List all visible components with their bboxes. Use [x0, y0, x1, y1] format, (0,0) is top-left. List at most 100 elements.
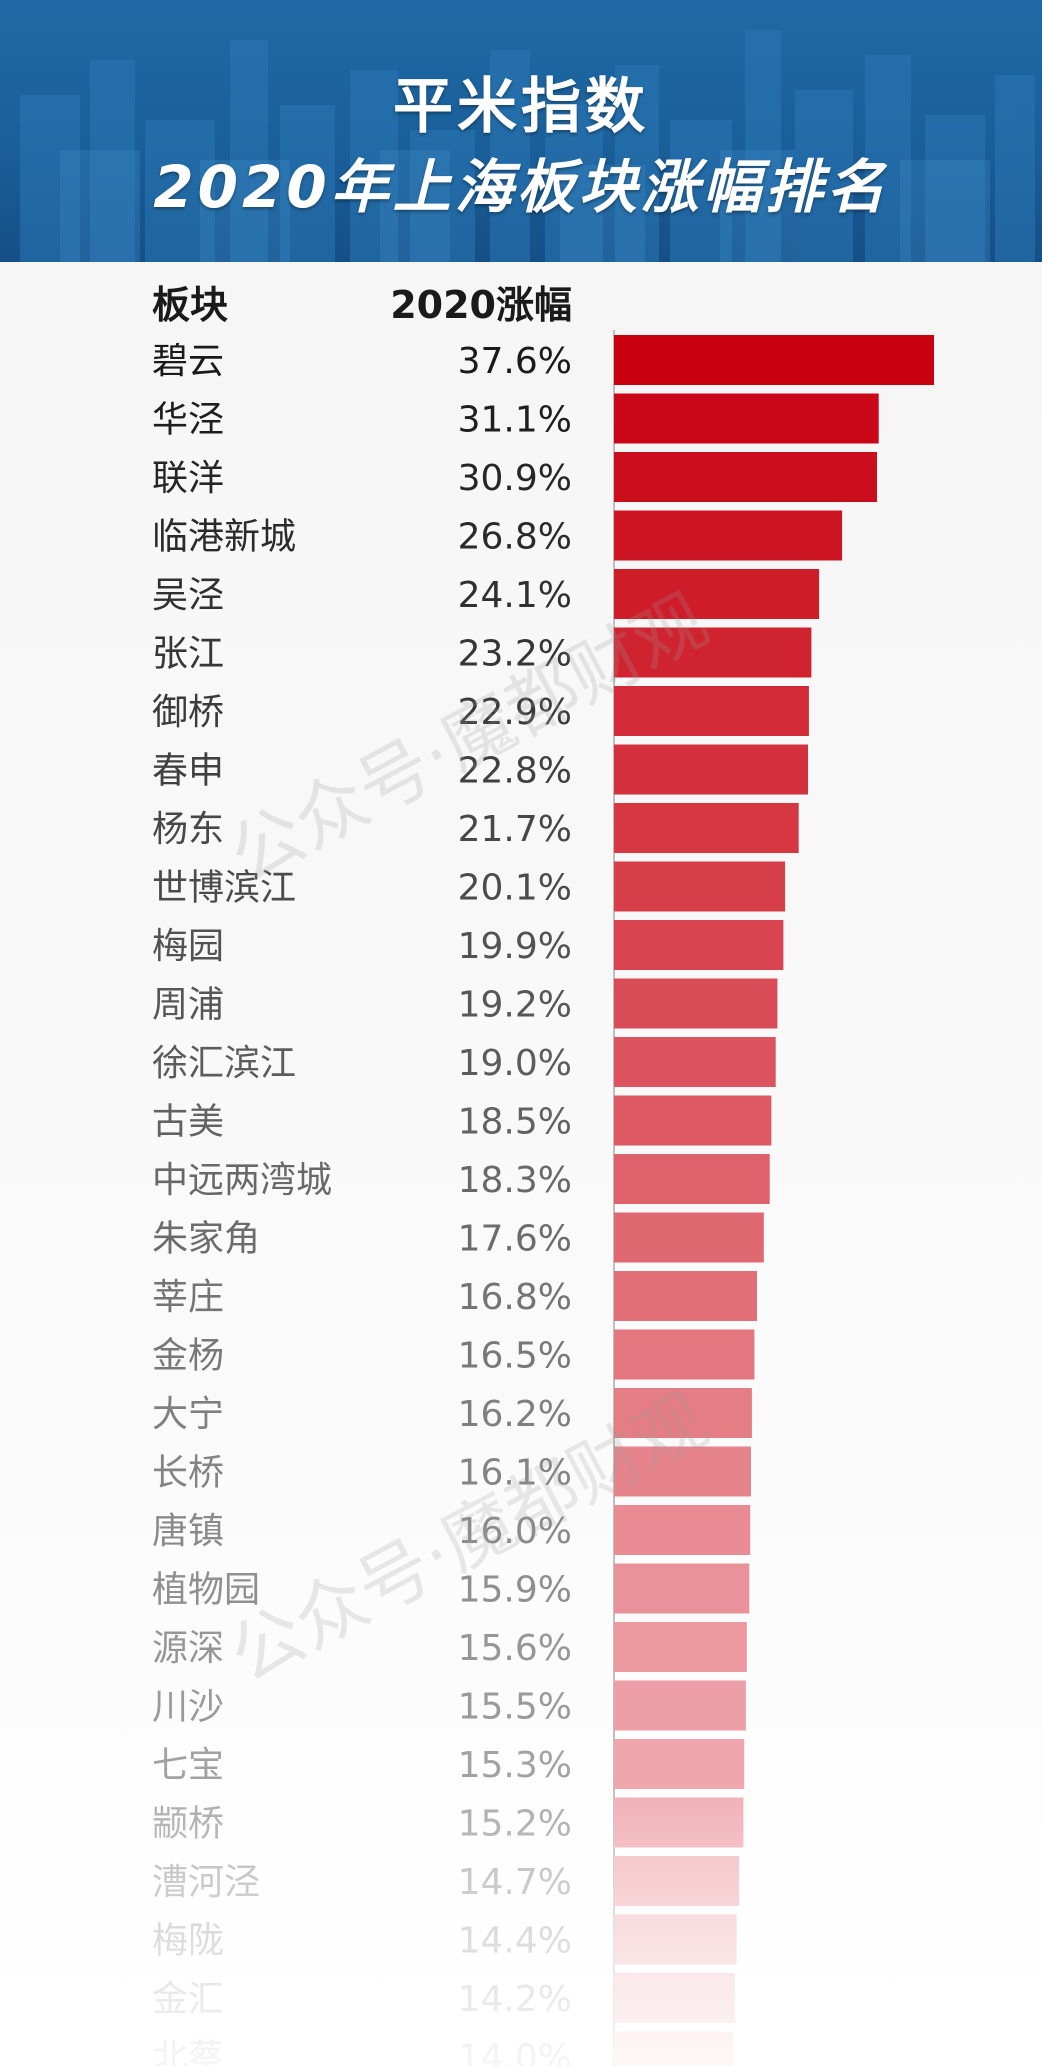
bar — [614, 1329, 755, 1380]
bar — [614, 744, 808, 795]
value-label: 14.0% — [458, 2038, 572, 2066]
bar — [614, 393, 879, 444]
bar — [614, 1856, 740, 1906]
value-label: 14.7% — [458, 1862, 572, 1903]
value-label: 16.2% — [458, 1394, 572, 1435]
category-label: 周浦 — [152, 985, 224, 1026]
bar — [614, 686, 809, 736]
category-label: 徐汇滨江 — [152, 1043, 296, 1084]
category-label: 世博滨江 — [152, 868, 296, 909]
category-label: 吴泾 — [152, 575, 224, 616]
value-label: 16.1% — [458, 1453, 572, 1494]
category-label: 金汇 — [152, 1979, 224, 2020]
category-label: 北蔡 — [152, 2038, 224, 2066]
bar — [614, 978, 778, 1029]
bar — [614, 1680, 746, 1731]
value-label: 15.6% — [458, 1628, 572, 1669]
category-label: 颛桥 — [152, 1804, 224, 1845]
category-label: 古美 — [152, 1102, 224, 1143]
value-label: 22.8% — [458, 751, 572, 792]
category-label: 御桥 — [152, 692, 224, 733]
value-label: 15.9% — [458, 1570, 572, 1611]
value-label: 18.5% — [458, 1102, 572, 1143]
category-label: 张江 — [152, 634, 224, 675]
chart-title-line2: 2020年上海板块涨幅排名 — [153, 153, 889, 221]
bar — [614, 1154, 770, 1204]
bar — [614, 335, 934, 385]
bar — [614, 510, 843, 561]
value-label: 22.9% — [458, 692, 572, 733]
value-label: 14.2% — [458, 1979, 572, 2020]
category-label: 唐镇 — [152, 1511, 224, 1552]
category-label: 金杨 — [152, 1336, 224, 1377]
value-label: 15.3% — [458, 1745, 572, 1786]
category-label: 杨东 — [152, 809, 224, 850]
value-label: 15.5% — [458, 1687, 572, 1728]
bar — [614, 569, 820, 619]
value-label: 19.2% — [458, 985, 572, 1026]
bar — [614, 1914, 737, 1965]
bar — [614, 1973, 735, 2023]
bar — [614, 861, 786, 912]
bar — [614, 1271, 757, 1321]
bar — [614, 803, 799, 853]
value-label: 31.1% — [458, 400, 572, 441]
category-label: 春申 — [152, 751, 224, 792]
category-label: 中远两湾城 — [152, 1160, 332, 1201]
value-label: 17.6% — [458, 1219, 572, 1260]
value-label: 30.9% — [458, 458, 572, 499]
category-label: 临港新城 — [152, 517, 296, 558]
bar — [614, 1622, 747, 1672]
category-label: 梅园 — [152, 926, 224, 967]
value-label: 18.3% — [458, 1160, 572, 1201]
category-label: 朱家角 — [152, 1219, 260, 1260]
value-label: 16.8% — [458, 1277, 572, 1318]
column-header-category: 板块 — [152, 283, 228, 327]
value-label: 16.5% — [458, 1336, 572, 1377]
bar — [614, 1446, 751, 1497]
value-label: 19.0% — [458, 1043, 572, 1084]
bar — [614, 1563, 750, 1614]
category-label: 华泾 — [152, 400, 224, 441]
bar — [614, 452, 877, 502]
category-label: 长桥 — [152, 1453, 224, 1494]
value-label: 21.7% — [458, 809, 572, 850]
category-label: 联洋 — [152, 458, 224, 499]
value-label: 19.9% — [458, 926, 572, 967]
chart-background — [0, 262, 1042, 2066]
value-label: 26.8% — [458, 517, 572, 558]
city-skyline-decoration — [20, 30, 1035, 262]
category-label: 七宝 — [152, 1745, 224, 1786]
category-label: 源深 — [152, 1628, 224, 1669]
header-banner: 平米指数 2020年上海板块涨幅排名 — [0, 0, 1042, 262]
category-label: 植物园 — [152, 1570, 260, 1611]
value-label: 15.2% — [458, 1804, 572, 1845]
bar — [614, 1037, 776, 1087]
category-label: 莘庄 — [152, 1277, 224, 1318]
value-label: 16.0% — [458, 1511, 572, 1552]
chart-title-line1: 平米指数 — [393, 72, 649, 142]
value-label: 37.6% — [458, 341, 572, 382]
bar — [614, 1739, 745, 1789]
bar — [614, 1095, 772, 1146]
bar — [614, 627, 812, 678]
category-label: 梅陇 — [152, 1921, 224, 1962]
column-header-value: 2020涨幅 — [390, 283, 572, 327]
bar — [614, 1505, 751, 1555]
category-label: 碧云 — [152, 341, 224, 382]
bar — [614, 920, 784, 970]
bar — [614, 1797, 744, 1848]
bar — [614, 1212, 764, 1263]
bar — [614, 1388, 752, 1438]
category-label: 川沙 — [152, 1687, 224, 1728]
bar — [614, 2031, 734, 2066]
value-label: 14.4% — [458, 1921, 572, 1962]
value-label: 23.2% — [458, 634, 572, 675]
value-label: 24.1% — [458, 575, 572, 616]
category-label: 漕河泾 — [152, 1862, 260, 1903]
category-label: 大宁 — [152, 1394, 224, 1435]
value-label: 20.1% — [458, 868, 572, 909]
bar-rows: 碧云 37.6% 华泾 31.1% 联洋 30.9% 临港新城 26.8% 吴泾 24.1% 张江 2… — [152, 335, 934, 2066]
